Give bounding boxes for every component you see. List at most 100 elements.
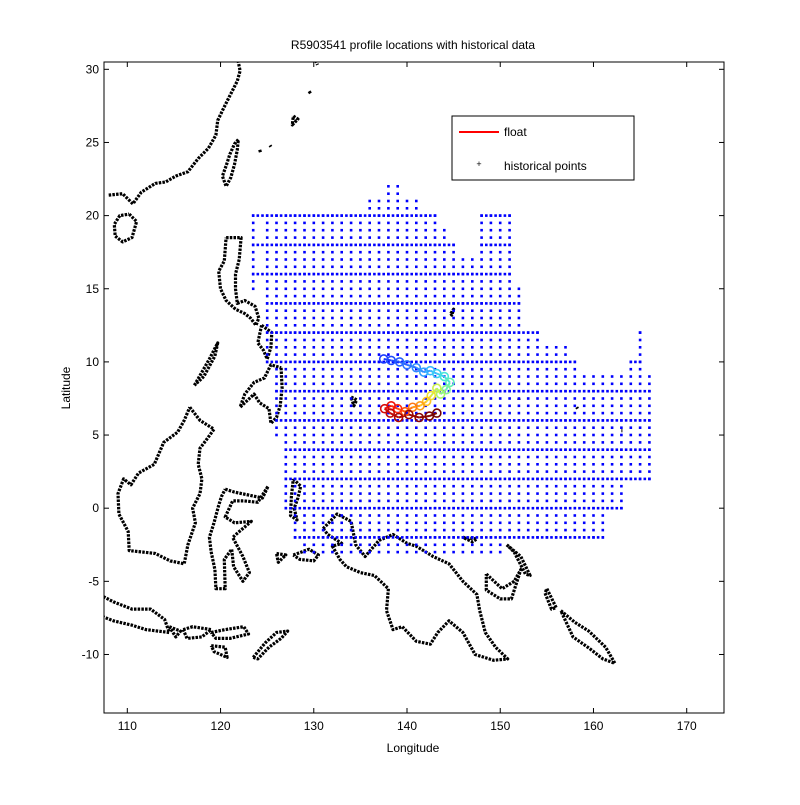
historical-point bbox=[489, 389, 493, 393]
historical-point bbox=[335, 272, 339, 276]
legend-historical-label: historical points bbox=[504, 159, 587, 173]
historical-point bbox=[275, 287, 278, 291]
historical-point bbox=[284, 411, 288, 415]
historical-point bbox=[251, 236, 255, 239]
historical-point bbox=[624, 419, 628, 422]
historical-point bbox=[303, 214, 306, 217]
historical-point bbox=[526, 492, 530, 495]
historical-point bbox=[349, 324, 353, 327]
historical-point bbox=[312, 528, 316, 532]
historical-point bbox=[391, 243, 395, 247]
historical-point bbox=[498, 492, 502, 495]
coastline bbox=[220, 138, 240, 188]
historical-point bbox=[461, 338, 465, 342]
historical-point bbox=[368, 477, 371, 481]
historical-point bbox=[387, 528, 390, 532]
historical-point bbox=[489, 484, 493, 488]
historical-point bbox=[508, 455, 511, 459]
historical-point bbox=[321, 463, 325, 466]
historical-point bbox=[573, 426, 577, 429]
historical-point bbox=[517, 397, 521, 400]
float-track-layer bbox=[378, 354, 455, 423]
historical-point bbox=[610, 499, 614, 503]
float-profile-marker bbox=[445, 377, 455, 388]
historical-point bbox=[526, 477, 530, 481]
historical-point bbox=[568, 536, 572, 539]
historical-point bbox=[531, 331, 535, 334]
historical-point bbox=[648, 477, 651, 481]
historical-point bbox=[396, 441, 399, 444]
historical-point bbox=[293, 331, 297, 334]
historical-point bbox=[634, 389, 637, 393]
historical-point bbox=[629, 367, 633, 371]
historical-point bbox=[349, 470, 353, 473]
historical-point bbox=[303, 302, 306, 305]
historical-point bbox=[415, 397, 418, 400]
historical-point bbox=[433, 484, 437, 488]
historical-point bbox=[331, 324, 334, 327]
historical-point bbox=[307, 419, 311, 422]
historical-point bbox=[419, 360, 423, 364]
historical-point bbox=[293, 404, 297, 408]
historical-point bbox=[443, 521, 446, 525]
historical-point bbox=[382, 272, 385, 276]
historical-point bbox=[405, 324, 409, 327]
historical-point bbox=[629, 397, 633, 400]
historical-point bbox=[461, 346, 465, 349]
historical-point bbox=[321, 228, 325, 232]
historical-point bbox=[471, 294, 474, 298]
historical-point bbox=[443, 265, 446, 269]
historical-point bbox=[368, 536, 371, 539]
historical-point bbox=[377, 411, 381, 415]
historical-point bbox=[480, 389, 483, 393]
historical-point bbox=[312, 367, 316, 371]
historical-point bbox=[387, 514, 390, 517]
historical-point bbox=[368, 302, 371, 305]
historical-point bbox=[638, 346, 642, 349]
historical-point bbox=[438, 536, 441, 539]
historical-point bbox=[377, 382, 381, 386]
historical-point bbox=[498, 367, 502, 371]
historical-point bbox=[573, 397, 577, 400]
historical-point bbox=[368, 228, 371, 232]
historical-point bbox=[503, 506, 507, 510]
historical-point bbox=[540, 536, 544, 539]
historical-point bbox=[554, 470, 558, 473]
historical-point bbox=[545, 463, 549, 466]
historical-point bbox=[508, 514, 511, 517]
historical-point bbox=[461, 521, 465, 525]
historical-point bbox=[424, 528, 427, 532]
historical-point bbox=[452, 265, 455, 269]
historical-point bbox=[293, 382, 297, 386]
historical-point bbox=[284, 389, 288, 393]
historical-point bbox=[629, 411, 633, 415]
historical-point bbox=[517, 433, 521, 437]
historical-point bbox=[564, 514, 567, 517]
historical-point bbox=[275, 324, 278, 327]
historical-point bbox=[610, 441, 614, 444]
historical-point bbox=[564, 499, 567, 503]
historical-point bbox=[424, 382, 427, 386]
historical-point bbox=[606, 389, 609, 393]
historical-point bbox=[345, 243, 348, 247]
historical-point bbox=[359, 316, 362, 320]
historical-point bbox=[526, 448, 530, 451]
historical-point bbox=[340, 272, 343, 276]
historical-point bbox=[331, 375, 334, 378]
historical-point bbox=[480, 280, 483, 283]
historical-point bbox=[443, 499, 446, 503]
historical-point bbox=[433, 521, 437, 525]
y-axis-label: Latitude bbox=[59, 366, 73, 409]
historical-point bbox=[424, 265, 427, 269]
historical-point bbox=[471, 506, 474, 510]
historical-point bbox=[494, 419, 497, 422]
coastline bbox=[167, 625, 183, 639]
historical-point bbox=[331, 448, 334, 451]
historical-point bbox=[387, 492, 390, 495]
historical-point bbox=[410, 331, 413, 334]
historical-point bbox=[526, 338, 530, 342]
historical-point bbox=[452, 294, 455, 298]
historical-point bbox=[396, 207, 399, 210]
historical-point bbox=[438, 360, 441, 364]
historical-point bbox=[293, 214, 297, 217]
